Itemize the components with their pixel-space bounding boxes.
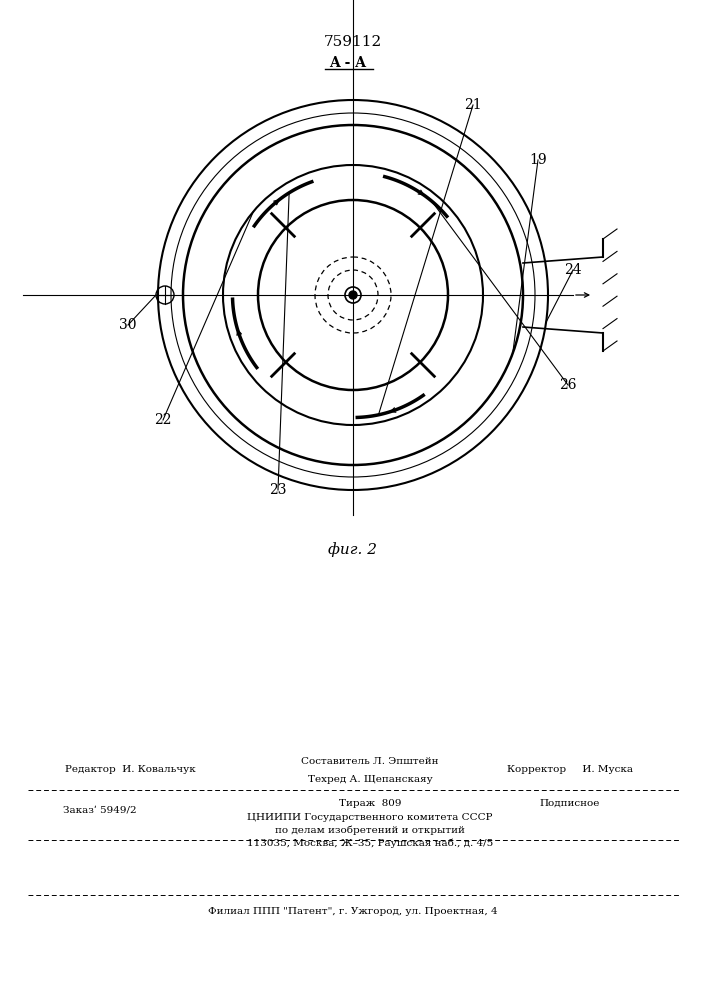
Text: Корректор     И. Муска: Корректор И. Муска (507, 766, 633, 774)
Text: Тираж  809: Тираж 809 (339, 798, 402, 808)
Text: Подписное: Подписное (540, 798, 600, 808)
Text: Составитель Л. Эпштейн: Составитель Л. Эпштейн (301, 758, 439, 766)
Text: 24: 24 (564, 263, 582, 277)
Text: 26: 26 (559, 378, 577, 392)
Text: 30: 30 (119, 318, 136, 332)
Circle shape (349, 291, 357, 299)
Text: по делам изобретений и открытий: по делам изобретений и открытий (275, 825, 465, 835)
Text: фиг. 2: фиг. 2 (329, 543, 378, 557)
Text: Техред А. Щепанскаяу: Техред А. Щепанскаяу (308, 774, 433, 784)
Text: 21: 21 (464, 98, 481, 112)
Text: A - A: A - A (329, 56, 366, 70)
Text: Заказʹ 5949/2: Заказʹ 5949/2 (63, 806, 137, 814)
Text: 19: 19 (529, 153, 547, 167)
Text: 22: 22 (154, 413, 172, 427)
Text: 759112: 759112 (324, 35, 382, 49)
Text: 23: 23 (269, 483, 287, 497)
Text: ЦНИИПИ Государственного комитета СССР: ЦНИИПИ Государственного комитета СССР (247, 812, 493, 822)
Text: Филиал ППП "Патент", г. Ужгород, ул. Проектная, 4: Филиал ППП "Патент", г. Ужгород, ул. Про… (208, 908, 498, 916)
Text: Редактор  И. Ковальчук: Редактор И. Ковальчук (64, 766, 195, 774)
Text: 113035, Москва, Ж–35, Раушская наб., д. 4/5: 113035, Москва, Ж–35, Раушская наб., д. … (247, 838, 493, 848)
